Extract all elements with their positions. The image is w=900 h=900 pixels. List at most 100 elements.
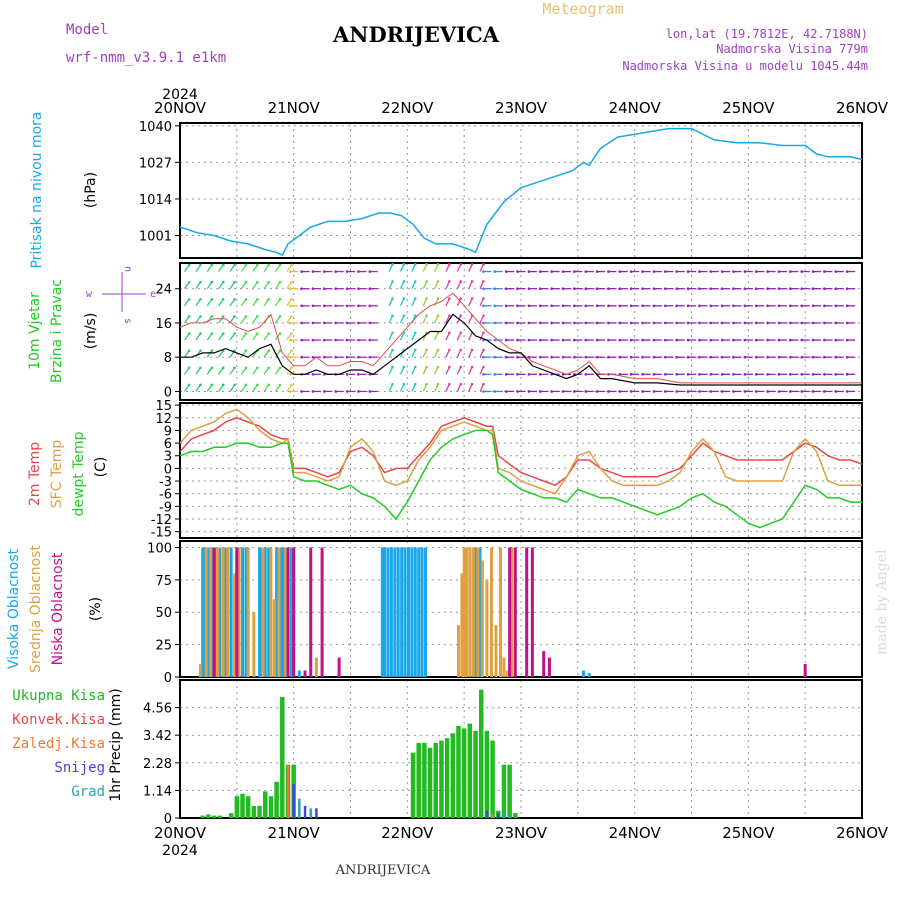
wind-arrow <box>184 333 190 341</box>
wind-arrow-head <box>629 304 633 308</box>
wind-arrow-head <box>686 338 690 342</box>
wind-arrow-head <box>288 373 292 376</box>
wind-arrow-head <box>766 287 769 290</box>
wind-arrow-head <box>244 297 248 301</box>
wind-arrow-head <box>334 321 337 325</box>
wind-arrow-head <box>425 280 428 283</box>
wind-arrow-head <box>777 304 781 308</box>
wind-arrow <box>445 349 450 358</box>
y-tick-label: 0 <box>164 462 172 477</box>
cloud-bar <box>462 547 466 677</box>
cloud-bar <box>241 547 245 677</box>
wind-arrow-head <box>288 390 292 393</box>
wind-arrow-head <box>800 355 804 359</box>
wind-arrow-head <box>652 390 656 393</box>
cloud-bar <box>494 625 498 677</box>
wind-arrow <box>399 366 405 375</box>
wind-arrow <box>218 350 224 358</box>
wind-arrow-head <box>425 314 428 317</box>
wind-arrow-head <box>709 270 713 273</box>
wind-arrow-head <box>334 287 337 290</box>
wind-arrow-head <box>584 321 588 325</box>
wind-arrow-head <box>584 373 588 376</box>
wind-arrow-head <box>278 383 282 387</box>
cloud-bar <box>269 547 273 677</box>
wind-arrow <box>240 281 247 290</box>
wind-arrow-head <box>754 338 758 342</box>
model-label: Model <box>66 22 108 38</box>
wind-arrow-head <box>368 355 372 359</box>
wind-arrow-head <box>278 349 282 352</box>
cloud-bar <box>209 547 213 677</box>
panel-pressure: 1001 1014 1027 1040 <box>139 120 863 259</box>
wind-arrow <box>479 315 485 324</box>
wind-arrow-head <box>459 365 463 369</box>
wind-arrow-head <box>493 390 497 393</box>
wind-arrow-head <box>311 287 315 290</box>
cloud-bar <box>468 547 472 677</box>
wind-arrow <box>445 383 450 392</box>
wind-arrow-head <box>664 321 667 325</box>
wind-arrow-head <box>482 304 485 308</box>
x-tick-label-bottom: 26NOV <box>836 824 889 842</box>
wind-arrow <box>206 281 213 290</box>
wind-arrow-head <box>368 270 372 273</box>
wind-arrow-head <box>448 331 451 335</box>
pressure-line <box>179 127 863 257</box>
y-tick-label: 16 <box>155 317 172 332</box>
wind-arrow-head <box>664 287 667 290</box>
wind-arrow-head <box>413 314 417 317</box>
y-tick-label: 100 <box>147 541 172 556</box>
wind-arrow-head <box>221 297 225 301</box>
y-tick-label: 24 <box>155 283 172 298</box>
wind-arrow <box>399 332 405 341</box>
wind-arrow-head <box>256 280 259 284</box>
wind-arrow <box>445 298 450 307</box>
cloud-ylabel-low: Niska Oblacnost <box>50 552 66 665</box>
wind-arrow-head <box>766 321 769 325</box>
wind-arrow-head <box>436 280 440 283</box>
y-tick-label: 1040 <box>139 120 172 135</box>
cloud-bar <box>400 547 404 677</box>
wind-arrow-head <box>698 304 701 308</box>
wind-arrow-head <box>244 349 248 352</box>
wind-arrow-head <box>823 373 826 376</box>
wind-arrow-head <box>845 304 849 308</box>
wind-arrow <box>206 264 213 272</box>
cloud-bar <box>314 657 318 677</box>
wind-arrow-head <box>527 287 531 290</box>
wind-arrow-head <box>290 349 293 352</box>
wind-arrow-head <box>641 287 644 290</box>
precip-bar <box>508 815 511 818</box>
wind-arrow-head <box>777 287 781 290</box>
precip-bar <box>502 811 506 818</box>
precip-bar <box>251 805 257 818</box>
wind-arrow-head <box>573 287 576 290</box>
wind-arrow <box>184 350 190 358</box>
wind-arrow-head <box>561 355 565 359</box>
wind-arrow-head <box>482 297 485 300</box>
y-tick-label: 15 <box>155 399 172 414</box>
wind-arrow-head <box>845 355 849 359</box>
wind-arrow <box>184 264 190 272</box>
wind-arrow <box>206 350 213 358</box>
wind-arrow-head <box>368 304 372 308</box>
wind-arrow-head <box>675 287 678 290</box>
wind-arrow-head <box>436 314 440 317</box>
wind-arrow-head <box>561 338 565 342</box>
wind-arrow <box>206 298 213 307</box>
wind-arrow <box>445 332 450 341</box>
wind-arrow-head <box>561 390 565 393</box>
wind-arrow <box>456 264 462 272</box>
wind-arrow <box>422 349 428 358</box>
wind-arrow-head <box>527 338 531 342</box>
x-tick-label-top: 23NOV <box>495 99 548 117</box>
wind-arrow-head <box>686 390 690 393</box>
wind-arrow-head <box>754 373 758 376</box>
cloud-bar <box>386 547 390 677</box>
wind-arrow-head <box>698 338 701 342</box>
wind-arrow-head <box>766 373 769 376</box>
wind-arrow-head <box>504 270 508 273</box>
panel-frame <box>179 262 863 401</box>
wind-arrow-head <box>290 315 293 318</box>
